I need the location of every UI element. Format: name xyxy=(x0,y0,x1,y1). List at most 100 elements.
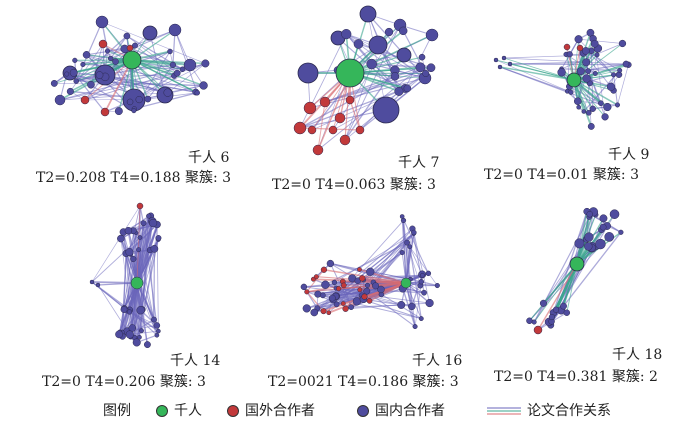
hub-edge xyxy=(328,282,407,314)
collab-edge xyxy=(344,63,373,141)
domestic-node xyxy=(69,68,78,77)
domestic-node xyxy=(584,232,594,242)
domestic-node xyxy=(566,51,573,58)
domestic-node xyxy=(581,109,587,114)
thousand-node xyxy=(569,256,585,272)
domestic-node xyxy=(574,35,583,44)
foreign-node xyxy=(307,125,317,135)
collab-edge xyxy=(409,246,438,286)
domestic-node xyxy=(140,220,147,227)
foreign-node xyxy=(319,96,331,108)
foreign-node xyxy=(304,289,310,295)
thousand-node xyxy=(335,58,365,88)
domestic-node xyxy=(403,84,412,93)
hub-edge xyxy=(573,79,618,106)
domestic-node xyxy=(300,283,308,291)
foreign-node xyxy=(313,274,319,280)
foreign-node xyxy=(366,298,373,304)
domestic-node xyxy=(603,102,612,112)
domestic-node xyxy=(599,214,608,223)
collab-edge xyxy=(345,302,430,310)
hub-edge xyxy=(136,205,141,284)
legend-foreign-label: 国外合作者 xyxy=(245,403,315,419)
domestic-node xyxy=(72,57,78,63)
panel-4-stats: T2=0 T4=0.206 聚簇: 3 xyxy=(42,374,206,390)
foreign-node xyxy=(533,325,543,335)
domestic-node xyxy=(179,66,186,73)
foreign-node xyxy=(355,125,365,135)
panel-1-stats: T2=0.208 T4=0.188 聚簇: 3 xyxy=(36,170,232,186)
domestic-node xyxy=(606,82,616,91)
foreign-node xyxy=(320,308,327,315)
collab-edge xyxy=(409,246,422,319)
panel-2-stats: T2=0 T4=0.063 聚簇: 3 xyxy=(272,177,436,193)
domestic-node xyxy=(609,209,620,219)
domestic-node xyxy=(590,39,599,48)
domestic-node xyxy=(425,270,432,277)
collab-edge xyxy=(617,64,629,106)
collab-edge xyxy=(306,269,325,293)
domestic-node xyxy=(123,32,131,40)
hub-edge xyxy=(573,79,606,118)
domestic-node xyxy=(169,61,177,68)
domestic-node xyxy=(359,5,377,23)
domestic-node xyxy=(168,23,182,37)
foreign-node xyxy=(339,134,351,146)
legend-edge-label: 论文合作关系 xyxy=(527,403,611,419)
domestic-node xyxy=(302,304,311,313)
collab-edge xyxy=(578,38,623,44)
collab-edge xyxy=(317,101,326,151)
domestic-node xyxy=(137,335,142,340)
domestic-node xyxy=(617,67,623,73)
hub-edge xyxy=(576,211,588,265)
legend-item-foreign: 国外合作者 xyxy=(227,402,327,420)
domestic-node xyxy=(584,242,593,251)
domestic-node xyxy=(139,328,144,334)
domestic-node xyxy=(531,319,537,325)
collab-edge xyxy=(551,211,588,318)
domestic-node xyxy=(366,267,375,276)
panel-4-title: 千人 14 xyxy=(170,353,221,369)
hub-edge xyxy=(533,263,578,323)
domestic-node xyxy=(560,302,567,310)
panel-5-title: 千人 16 xyxy=(412,353,463,369)
nodes-layer xyxy=(50,5,632,349)
domestic-node xyxy=(136,247,142,253)
domestic-node xyxy=(87,80,95,89)
domestic-node xyxy=(153,322,161,329)
domestic-node xyxy=(199,81,208,90)
collab-edge xyxy=(335,232,415,297)
blue-dot-icon xyxy=(357,405,369,417)
domestic-node xyxy=(420,272,425,278)
thousand-node xyxy=(400,277,412,289)
foreign-node xyxy=(334,112,346,124)
domestic-node xyxy=(599,223,607,231)
hub-edge xyxy=(573,63,627,81)
domestic-node xyxy=(341,28,352,40)
collab-edge xyxy=(359,220,404,270)
domestic-node xyxy=(143,341,151,349)
domestic-node xyxy=(614,102,621,108)
thousand-node xyxy=(566,72,582,88)
domestic-node xyxy=(398,26,408,36)
foreign-node xyxy=(312,144,324,156)
foreign-node xyxy=(320,266,328,273)
domestic-node xyxy=(156,328,161,334)
domestic-node xyxy=(396,47,412,63)
domestic-node xyxy=(114,107,123,116)
foreign-node xyxy=(357,287,363,293)
domestic-node xyxy=(585,68,592,74)
domestic-node xyxy=(54,94,66,106)
collab-edge xyxy=(324,75,396,103)
domestic-node xyxy=(425,28,439,42)
panel-3-stats: T2=0 T4=0.01 聚簇: 3 xyxy=(484,167,640,183)
domestic-node xyxy=(130,255,137,263)
domestic-node xyxy=(297,62,319,84)
domestic-node xyxy=(618,39,627,48)
domestic-node xyxy=(425,298,434,308)
collab-edge xyxy=(101,21,206,64)
domestic-node xyxy=(117,234,125,243)
domestic-node xyxy=(576,104,581,110)
hub-edge xyxy=(136,222,154,284)
foreign-node xyxy=(563,43,571,51)
